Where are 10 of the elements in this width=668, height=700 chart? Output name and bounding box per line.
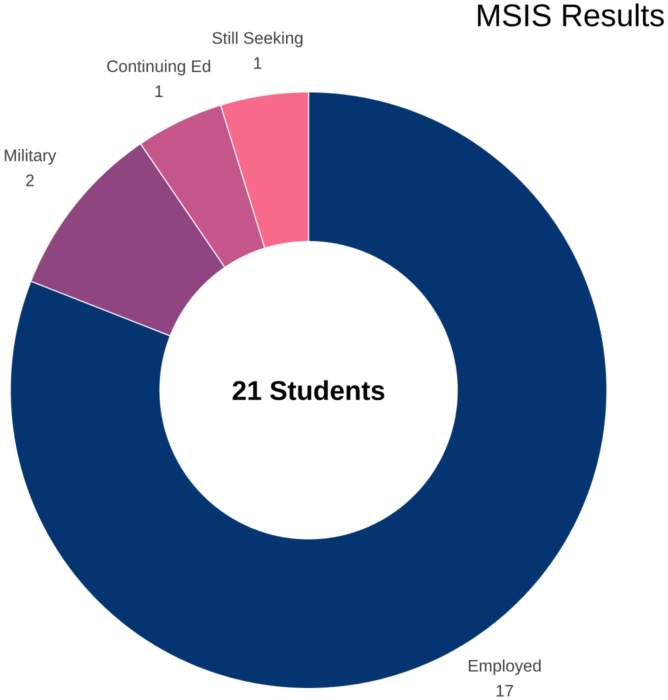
data-label: 1 — [155, 86, 162, 97]
slice-label: Still Seeking — [212, 32, 302, 48]
slice-label: Military — [4, 149, 56, 165]
data-label: 17 — [496, 685, 513, 697]
data-label: 2 — [26, 174, 34, 186]
chart-title: MSIS Results — [478, 3, 664, 26]
data-label: 1 — [254, 57, 262, 69]
slice-label: Employed — [468, 659, 540, 675]
slice-label: Continuing Ed — [107, 60, 210, 76]
text: 21 Students — [232, 380, 384, 400]
